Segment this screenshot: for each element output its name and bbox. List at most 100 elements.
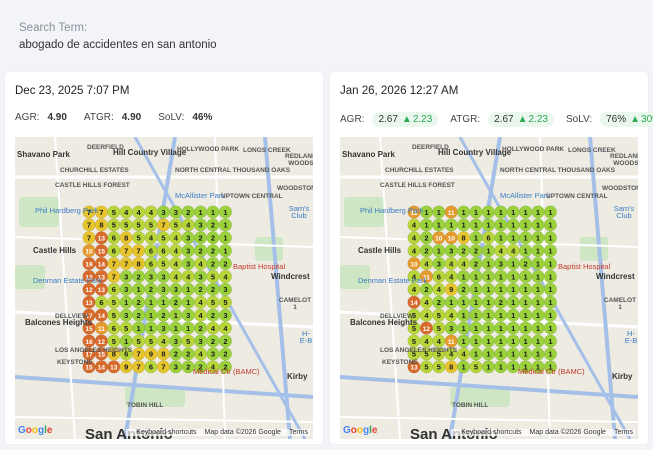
- rank-marker[interactable]: 6: [119, 347, 133, 361]
- rank-marker[interactable]: 13: [94, 231, 108, 245]
- rank-marker[interactable]: 9: [119, 360, 133, 374]
- rank-marker[interactable]: 6: [432, 269, 446, 284]
- rank-marker[interactable]: 1: [506, 231, 520, 245]
- rank-marker[interactable]: 5: [469, 360, 483, 374]
- rank-marker[interactable]: 1: [419, 218, 433, 232]
- rank-marker[interactable]: 2: [206, 218, 220, 232]
- rank-marker[interactable]: 1: [144, 295, 158, 309]
- rank-marker[interactable]: 3: [181, 308, 195, 322]
- rank-marker[interactable]: 2: [169, 347, 183, 361]
- rank-marker[interactable]: 1: [519, 321, 533, 335]
- rank-marker[interactable]: 1: [531, 282, 545, 296]
- rank-marker[interactable]: 1: [169, 321, 183, 335]
- rank-marker[interactable]: 1: [481, 334, 495, 348]
- rank-marker[interactable]: 4: [494, 244, 508, 258]
- rank-marker[interactable]: 5: [206, 295, 220, 309]
- rank-marker[interactable]: 1: [432, 205, 446, 219]
- rank-marker[interactable]: 1: [469, 295, 483, 309]
- rank-marker[interactable]: 4: [444, 308, 458, 322]
- rank-marker[interactable]: 10: [407, 257, 421, 271]
- rank-marker[interactable]: 8: [156, 347, 170, 361]
- rank-marker[interactable]: 2: [181, 347, 195, 361]
- rank-marker[interactable]: 1: [494, 282, 508, 296]
- rank-marker[interactable]: 1: [543, 205, 557, 219]
- rank-marker[interactable]: 6: [156, 244, 170, 258]
- rank-marker[interactable]: 11: [94, 321, 108, 335]
- rank-marker[interactable]: 3: [218, 282, 232, 296]
- rank-marker[interactable]: 1: [531, 295, 545, 309]
- rank-marker[interactable]: 5: [144, 218, 158, 232]
- rank-marker[interactable]: 4: [407, 218, 421, 232]
- rank-marker[interactable]: 4: [444, 269, 458, 284]
- rank-marker[interactable]: 2: [206, 231, 220, 245]
- rank-marker[interactable]: 5: [169, 218, 183, 232]
- rank-marker[interactable]: 1: [506, 205, 520, 219]
- rank-grid-map[interactable]: 7 7 5 4 4 4 3 3 2 1 1 1 7 8 5 5 5 5 7 5 4 3 2 1 7 13 6 8 5 4 5 4 3 2 2 1 10 1…: [15, 137, 313, 439]
- rank-marker[interactable]: 1: [481, 257, 495, 271]
- rank-marker[interactable]: 6: [481, 231, 495, 245]
- rank-marker[interactable]: 6: [144, 257, 158, 271]
- rank-marker[interactable]: 1: [119, 334, 133, 348]
- rank-marker[interactable]: 1: [481, 347, 495, 361]
- rank-marker[interactable]: 1: [432, 218, 446, 232]
- rank-marker[interactable]: 1: [481, 244, 495, 258]
- rank-marker[interactable]: 1: [506, 334, 520, 348]
- rank-marker[interactable]: 7: [156, 360, 170, 374]
- rank-marker[interactable]: 4: [506, 244, 520, 258]
- terms-link[interactable]: Terms: [288, 429, 308, 436]
- keyboard-shortcuts-link[interactable]: Keyboard shortcuts: [461, 429, 522, 436]
- rank-marker[interactable]: 16: [82, 334, 96, 348]
- rank-marker[interactable]: 1: [469, 321, 483, 335]
- rank-marker[interactable]: 19: [82, 257, 96, 271]
- rank-marker[interactable]: 7: [94, 205, 108, 219]
- rank-marker[interactable]: 1: [494, 308, 508, 322]
- rank-marker[interactable]: 4: [169, 244, 183, 258]
- rank-marker[interactable]: 1: [519, 282, 533, 296]
- rank-marker[interactable]: 4: [419, 308, 433, 322]
- keyboard-shortcuts-link[interactable]: Keyboard shortcuts: [136, 429, 197, 436]
- rank-marker[interactable]: 3: [144, 269, 158, 284]
- rank-marker[interactable]: 1: [506, 257, 520, 271]
- rank-marker[interactable]: 1: [506, 282, 520, 296]
- rank-grid-map[interactable]: 11 1 1 11 1 1 1 1 1 1 1 1 4 1 1 1 1 1 1 1 1 1 1 1 4 2 10 10 8 1 6 1 1 1 1 1…: [340, 137, 638, 439]
- rank-marker[interactable]: 1: [156, 295, 170, 309]
- rank-marker[interactable]: 1: [169, 308, 183, 322]
- rank-marker[interactable]: 4: [444, 257, 458, 271]
- rank-marker[interactable]: 1: [457, 308, 471, 322]
- rank-marker[interactable]: 14: [94, 257, 108, 271]
- rank-marker[interactable]: 3: [156, 269, 170, 284]
- rank-marker[interactable]: 4: [206, 321, 220, 335]
- rank-marker[interactable]: 4: [181, 218, 195, 232]
- rank-marker[interactable]: 6: [107, 244, 121, 258]
- rank-marker[interactable]: 1: [531, 308, 545, 322]
- rank-marker[interactable]: 1: [519, 244, 533, 258]
- rank-marker[interactable]: 1: [494, 347, 508, 361]
- rank-marker[interactable]: 1: [506, 218, 520, 232]
- rank-marker[interactable]: 1: [494, 231, 508, 245]
- rank-marker[interactable]: 4: [144, 231, 158, 245]
- rank-marker[interactable]: 1: [494, 360, 508, 374]
- terms-link[interactable]: Terms: [613, 429, 633, 436]
- rank-marker[interactable]: 3: [432, 257, 446, 271]
- rank-marker[interactable]: 1: [543, 360, 557, 374]
- rank-marker[interactable]: 4: [419, 257, 433, 271]
- rank-marker[interactable]: 1: [543, 218, 557, 232]
- rank-marker[interactable]: 6: [94, 295, 108, 309]
- rank-marker[interactable]: 1: [543, 257, 557, 271]
- rank-marker[interactable]: 3: [181, 257, 195, 271]
- rank-marker[interactable]: 1: [481, 282, 495, 296]
- rank-marker[interactable]: 7: [132, 360, 146, 374]
- rank-marker[interactable]: 2: [519, 257, 533, 271]
- rank-marker[interactable]: 4: [206, 360, 220, 374]
- rank-marker[interactable]: 7: [156, 218, 170, 232]
- rank-marker[interactable]: 5: [156, 231, 170, 245]
- rank-marker[interactable]: 2: [181, 205, 195, 219]
- rank-marker[interactable]: 3: [169, 282, 183, 296]
- rank-marker[interactable]: 1: [543, 269, 557, 284]
- rank-marker[interactable]: 5: [206, 269, 220, 284]
- rank-marker[interactable]: 4: [407, 231, 421, 245]
- rank-marker[interactable]: 1: [432, 244, 446, 258]
- rank-marker[interactable]: 5: [132, 334, 146, 348]
- rank-marker[interactable]: 4: [194, 308, 208, 322]
- rank-marker[interactable]: 4: [444, 347, 458, 361]
